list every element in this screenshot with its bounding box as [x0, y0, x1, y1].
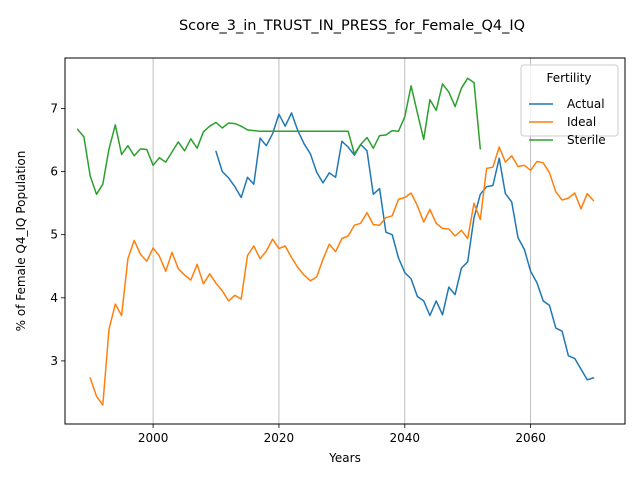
y-tick-label: 3 [50, 354, 58, 368]
y-tick-label: 5 [50, 228, 58, 242]
legend-label-actual: Actual [567, 97, 605, 111]
series-line-sterile [76, 77, 482, 196]
y-axis-label: % of Female Q4_IQ Population [14, 151, 28, 332]
chart-title: Score_3_in_TRUST_IN_PRESS_for_Female_Q4_… [179, 18, 525, 34]
legend-entries: Actual Ideal Sterile [529, 97, 606, 147]
y-tick-label: 4 [50, 291, 58, 305]
legend-box [520, 64, 619, 137]
x-axis-label: Years [328, 451, 361, 465]
series-line-actual [215, 112, 595, 381]
series-layer [76, 77, 595, 406]
x-tick-label: 2020 [264, 431, 295, 445]
legend-label-sterile: Sterile [567, 133, 606, 147]
legend: Fertility Actual Ideal Sterile [520, 64, 619, 147]
y-axis-ticks: 3 4 5 6 7 [50, 101, 65, 368]
x-tick-label: 2060 [515, 431, 546, 445]
series-line-ideal [89, 146, 595, 406]
y-tick-label: 6 [50, 165, 58, 179]
y-tick-label: 7 [50, 101, 58, 115]
x-tick-label: 2000 [138, 431, 169, 445]
legend-label-ideal: Ideal [567, 115, 596, 129]
x-axis-ticks: 2000 2020 2040 2060 [138, 424, 546, 445]
legend-title: Fertility [546, 71, 591, 85]
plot-frame [64, 57, 626, 425]
x-tick-label: 2040 [390, 431, 421, 445]
